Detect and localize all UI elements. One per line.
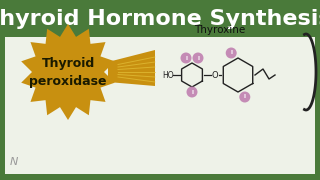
Polygon shape [21, 24, 115, 120]
Text: O: O [212, 71, 218, 80]
Text: I: I [191, 89, 193, 94]
Circle shape [226, 48, 237, 58]
Text: I: I [230, 51, 232, 55]
Text: Thyroid Hormone Synthesis: Thyroid Hormone Synthesis [0, 9, 320, 29]
Text: Thyroxine: Thyroxine [194, 25, 246, 35]
Text: I: I [185, 55, 187, 60]
FancyBboxPatch shape [0, 0, 320, 37]
Text: I: I [244, 94, 246, 100]
Circle shape [193, 53, 204, 64]
Polygon shape [108, 50, 155, 86]
Circle shape [187, 87, 197, 98]
Text: HO: HO [162, 71, 174, 80]
Text: Thyroid
peroxidase: Thyroid peroxidase [29, 57, 107, 87]
Circle shape [239, 91, 250, 102]
FancyBboxPatch shape [0, 35, 5, 180]
Circle shape [180, 53, 191, 64]
Text: N: N [10, 157, 18, 167]
FancyBboxPatch shape [0, 174, 320, 180]
Text: I: I [197, 55, 199, 60]
FancyBboxPatch shape [315, 35, 320, 180]
